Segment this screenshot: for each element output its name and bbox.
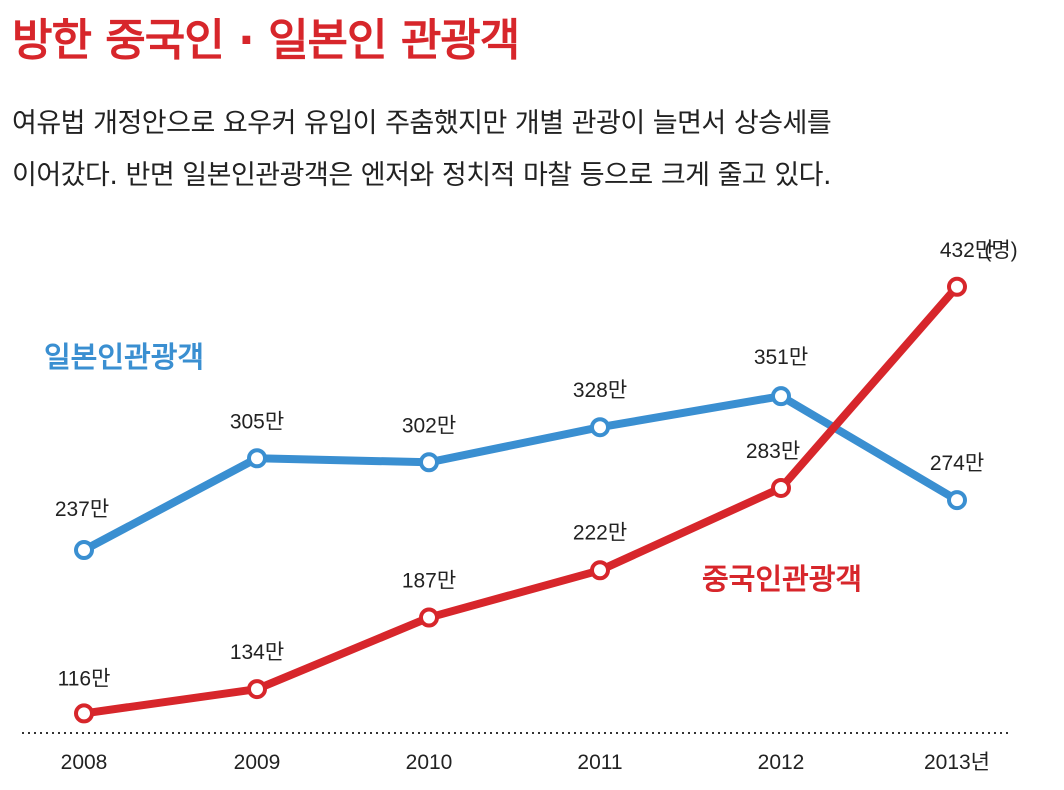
data-label: 134만 — [230, 641, 284, 664]
unit-label: (명) — [984, 239, 1017, 262]
x-tick-label: 2013년 — [924, 751, 990, 774]
series-label: 중국인관광객 — [702, 562, 862, 596]
data-label: 328만 — [573, 379, 627, 402]
data-point — [947, 276, 967, 297]
x-tick-label: 2011 — [577, 751, 622, 774]
data-point — [771, 477, 791, 498]
data-label: 283만 — [746, 440, 800, 463]
data-point — [247, 448, 267, 469]
data-point — [947, 490, 967, 511]
subtitle-line-1: 여유법 개정안으로 요우커 유입이 주춤했지만 개별 관광이 늘면서 상승세를 — [12, 108, 832, 139]
data-point — [771, 386, 791, 407]
data-label: 187만 — [402, 570, 456, 593]
data-label: 116만 — [58, 667, 111, 690]
data-point — [74, 703, 94, 724]
data-label: 302만 — [402, 414, 456, 437]
data-point — [590, 560, 610, 581]
data-label: 432만 — [940, 239, 994, 262]
x-tick-label: 2012 — [758, 751, 805, 774]
subtitle: 여유법 개정안으로 요우커 유입이 주춤했지만 개별 관광이 늘면서 상승세를 … — [12, 98, 832, 202]
page-title: 방한 중국인 · 일본인 관광객 — [12, 15, 520, 66]
data-label: 237만 — [55, 498, 109, 521]
data-label: 222만 — [573, 521, 627, 544]
series-line — [80, 282, 961, 718]
x-tick-label: 2009 — [234, 751, 281, 774]
subtitle-line-2: 이어갔다. 반면 일본인관광객은 엔저와 정치적 마찰 등으로 크게 줄고 있다… — [12, 160, 832, 191]
x-tick-label: 2008 — [61, 751, 108, 774]
series-line — [80, 392, 961, 555]
data-point — [74, 540, 94, 561]
x-tick-label: 2010 — [406, 751, 453, 774]
data-label: 305만 — [230, 410, 284, 433]
data-point — [590, 417, 610, 438]
series-label: 일본인관광객 — [44, 340, 204, 374]
data-label: 274만 — [930, 452, 984, 475]
data-label: 351만 — [754, 346, 808, 369]
data-point — [247, 679, 267, 700]
data-point — [419, 607, 439, 628]
data-point — [419, 452, 439, 473]
